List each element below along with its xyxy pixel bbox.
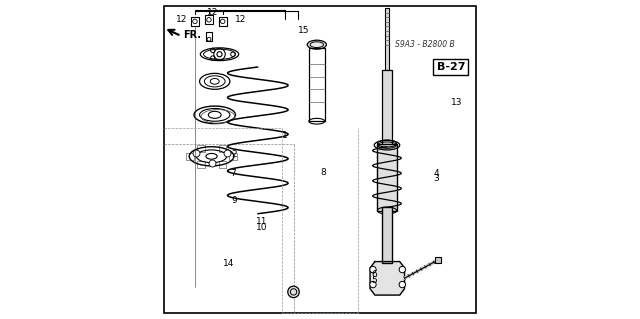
Text: S9A3 - B2800 B: S9A3 - B2800 B bbox=[396, 40, 455, 49]
Bar bbox=[205, 15, 213, 24]
Text: 7: 7 bbox=[230, 169, 236, 178]
Text: B-27: B-27 bbox=[436, 62, 465, 72]
Text: 13: 13 bbox=[451, 98, 463, 107]
Text: 15: 15 bbox=[298, 26, 309, 35]
Circle shape bbox=[399, 281, 406, 288]
Bar bbox=[382, 207, 392, 263]
Circle shape bbox=[288, 286, 300, 298]
Text: 10: 10 bbox=[255, 223, 267, 232]
Bar bbox=[219, 17, 227, 26]
Bar bbox=[186, 153, 194, 160]
Bar bbox=[218, 145, 226, 152]
Text: 12: 12 bbox=[207, 8, 219, 17]
Ellipse shape bbox=[307, 40, 326, 49]
Circle shape bbox=[399, 266, 406, 273]
Bar bbox=[309, 48, 324, 121]
Text: 2: 2 bbox=[231, 150, 237, 159]
Bar bbox=[197, 145, 205, 152]
Bar bbox=[385, 8, 389, 70]
Text: 12: 12 bbox=[176, 15, 188, 24]
Text: 12: 12 bbox=[234, 15, 246, 24]
Bar bbox=[197, 161, 205, 168]
Bar bbox=[378, 144, 397, 211]
Text: 4: 4 bbox=[433, 169, 439, 178]
Circle shape bbox=[370, 281, 376, 288]
Text: 9: 9 bbox=[231, 197, 237, 205]
Bar bbox=[218, 161, 226, 168]
Polygon shape bbox=[370, 262, 404, 295]
Text: 6: 6 bbox=[371, 270, 377, 279]
Text: 5: 5 bbox=[371, 276, 377, 285]
Text: 8: 8 bbox=[320, 168, 326, 177]
Text: 3: 3 bbox=[433, 174, 439, 183]
Text: 1: 1 bbox=[282, 131, 287, 140]
Bar bbox=[229, 153, 237, 160]
Text: 11: 11 bbox=[255, 217, 267, 226]
Bar bbox=[206, 32, 212, 41]
Bar bbox=[191, 17, 199, 26]
Text: 14: 14 bbox=[223, 259, 234, 268]
Circle shape bbox=[370, 266, 376, 273]
Bar bbox=[435, 257, 440, 263]
Bar bbox=[382, 70, 392, 147]
Text: FR.: FR. bbox=[183, 30, 201, 40]
